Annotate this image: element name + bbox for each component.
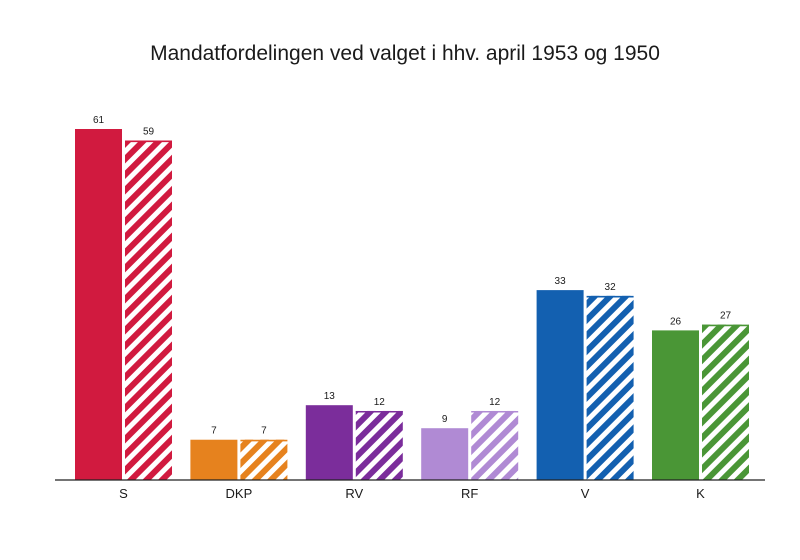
value-label-rv-series-2: 12	[374, 397, 386, 408]
value-label-rf-series-1: 9	[442, 414, 448, 425]
category-label-v: V	[581, 486, 590, 501]
bar-rf-series-1	[421, 428, 469, 480]
chart-title: Mandatfordelingen ved valget i hhv. apri…	[150, 42, 660, 65]
bar-rf-series-2	[471, 410, 519, 480]
bar-k-series-2	[702, 324, 749, 480]
value-label-v-series-2: 32	[605, 282, 617, 293]
category-label-rf: RF	[461, 486, 478, 501]
bar-dkp-series-2	[240, 439, 288, 480]
value-label-k-series-2: 27	[720, 311, 732, 322]
bar-dkp-series-1	[190, 439, 238, 480]
bar-k-series-1	[652, 330, 699, 480]
bar-s-series-2	[125, 140, 172, 481]
category-label-k: K	[696, 486, 705, 501]
category-label-rv: RV	[345, 486, 363, 501]
bar-rv-series-1	[305, 405, 353, 480]
value-label-rv-series-1: 13	[324, 391, 336, 402]
value-label-s-series-2: 59	[143, 127, 155, 138]
value-label-k-series-1: 26	[670, 316, 682, 327]
value-label-rf-series-2: 12	[489, 397, 501, 408]
value-label-dkp-series-2: 7	[261, 426, 267, 437]
value-label-s-series-1: 61	[93, 115, 105, 126]
value-label-v-series-1: 33	[555, 276, 567, 287]
bar-v-series-1	[536, 290, 584, 480]
bar-v-series-2	[586, 295, 634, 480]
bar-rv-series-2	[355, 410, 403, 480]
value-label-dkp-series-1: 7	[211, 426, 217, 437]
bar-s-series-1	[75, 129, 122, 480]
category-label-dkp: DKP	[226, 486, 253, 501]
category-label-s: S	[119, 486, 128, 501]
